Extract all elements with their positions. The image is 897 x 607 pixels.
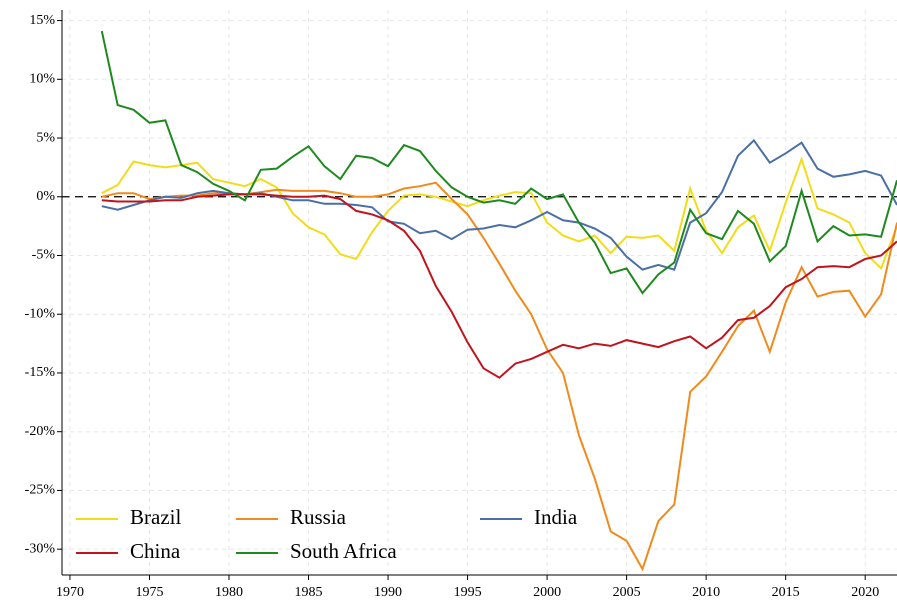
y-tick-label: 15% <box>29 13 55 28</box>
y-tick-label: 0% <box>36 189 55 204</box>
y-tick-label: 10% <box>29 72 55 87</box>
series-line <box>101 181 897 572</box>
y-tick-label: -15% <box>25 365 56 380</box>
x-tick-label: 1970 <box>56 585 84 600</box>
x-tick-label: 2010 <box>692 585 720 600</box>
series-line <box>100 30 897 295</box>
x-tick-label: 1985 <box>295 585 323 600</box>
legend-label: South Africa <box>290 539 397 563</box>
y-tick-label: -30% <box>25 541 56 556</box>
y-tick-label: -5% <box>32 248 56 263</box>
x-tick-label: 2020 <box>851 585 879 600</box>
series-line <box>101 156 897 271</box>
x-tick-label: 1995 <box>454 585 482 600</box>
legend-label: China <box>130 539 181 563</box>
x-tick-label: 2015 <box>772 585 800 600</box>
legend-label: Brazil <box>130 505 181 529</box>
legend-label: Russia <box>290 505 347 529</box>
series-line <box>101 193 897 379</box>
y-tick-label: -20% <box>25 424 56 439</box>
series-line <box>101 138 897 271</box>
x-tick-label: 1990 <box>374 585 402 600</box>
y-tick-label: -10% <box>25 306 56 321</box>
legend-label: India <box>534 505 578 529</box>
x-tick-label: 1980 <box>215 585 243 600</box>
y-tick-label: 5% <box>36 130 55 145</box>
x-tick-label: 2005 <box>613 585 641 600</box>
x-tick-label: 2000 <box>533 585 561 600</box>
y-tick-label: -25% <box>25 483 56 498</box>
x-tick-label: 1975 <box>135 585 163 600</box>
